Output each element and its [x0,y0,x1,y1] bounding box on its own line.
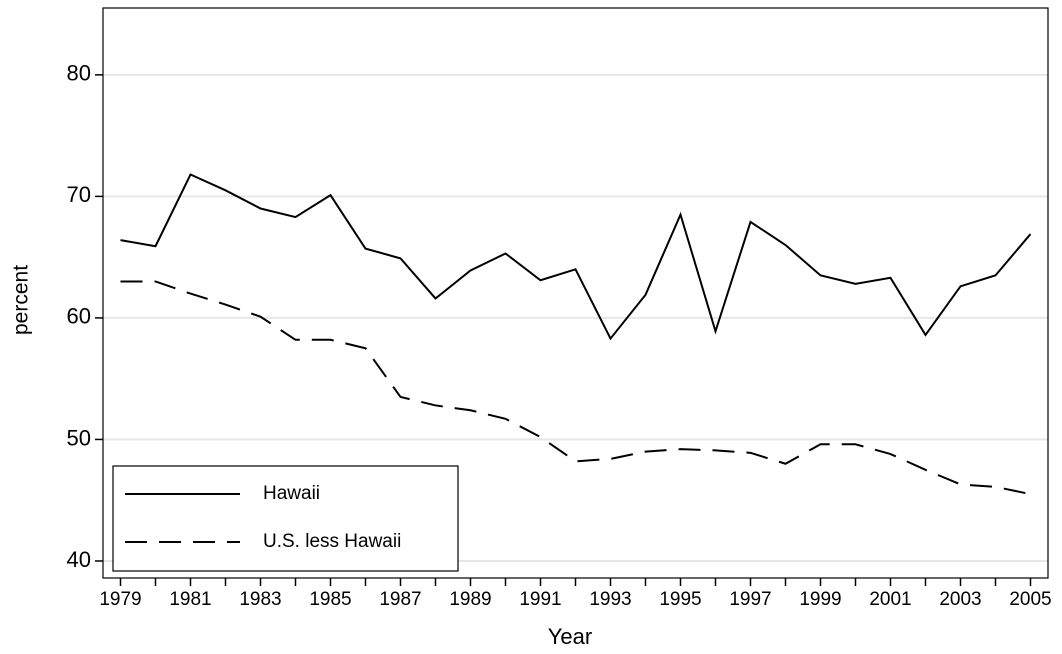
x-tick-label: 1983 [239,589,281,610]
x-tick-label: 2003 [939,589,981,610]
x-tick-label: 1993 [589,589,631,610]
x-tick-label: 1999 [799,589,841,610]
y-axis-label: percent [10,265,33,335]
x-tick-label: 1979 [99,589,141,610]
legend-label: Hawaii [263,483,320,504]
x-tick-label: 1991 [519,589,561,610]
x-axis-label: Year [548,624,592,649]
legend-label: U.S. less Hawaii [263,531,401,552]
x-tick-label: 2005 [1009,589,1051,610]
y-tick-label: 80 [67,61,91,86]
legend-box [112,465,459,572]
series-line [120,173,1032,341]
series-line [120,280,1031,496]
x-tick-label: 1987 [379,589,421,610]
x-tick-label: 1985 [309,589,351,610]
x-tick-label: 1989 [449,589,491,610]
x-tick-label: 1981 [169,589,211,610]
y-tick-label: 50 [67,425,91,450]
y-tick-label: 70 [67,182,91,207]
y-tick-label: 60 [67,304,91,329]
y-tick-label: 40 [67,547,91,572]
x-tick-label: 1997 [729,589,771,610]
x-tick-label: 2001 [869,589,911,610]
x-tick-label: 1995 [659,589,701,610]
